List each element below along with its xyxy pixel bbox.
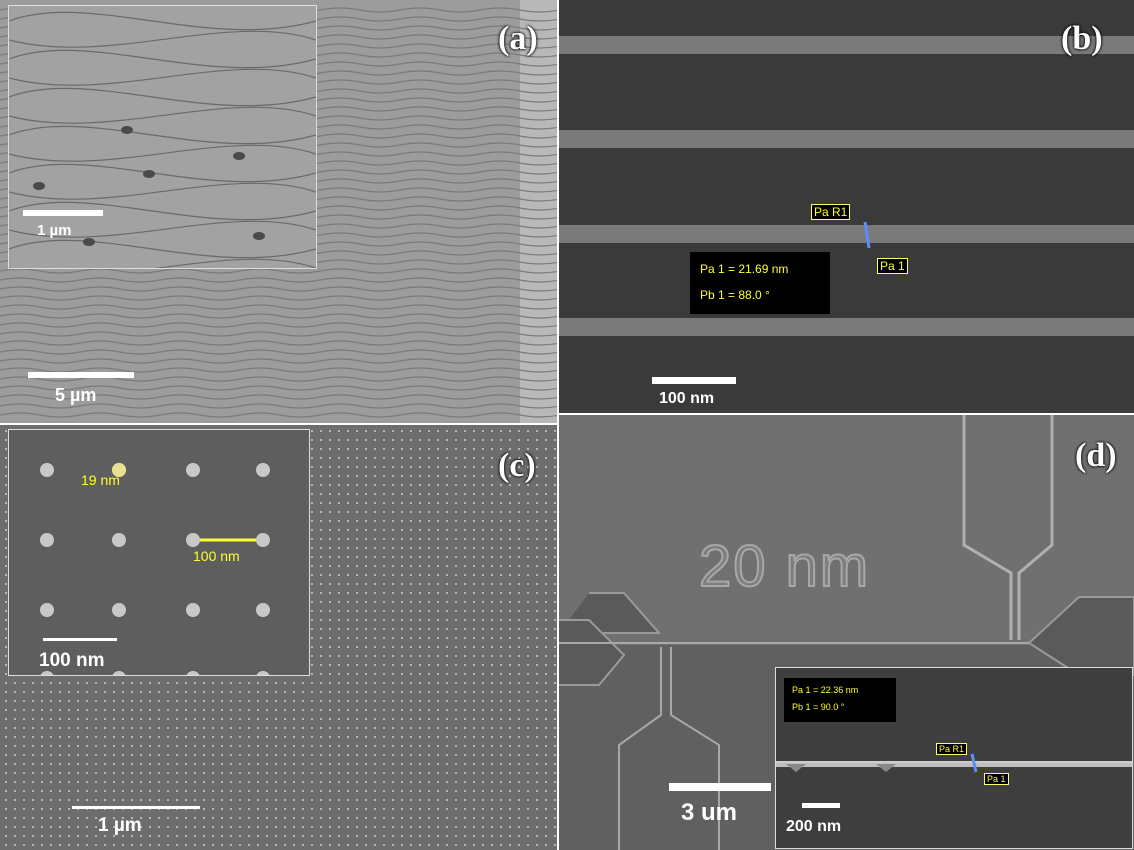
panel-c-dot-label: 19 nm (81, 472, 120, 488)
panel-d-inset: Pa 1 = 22.36 nm Pb 1 = 90.0 ° Pa R1 Pa 1… (775, 667, 1133, 849)
panel-d-label: (d) (1075, 437, 1117, 474)
panel-a-label: (a) (498, 20, 538, 57)
panel-b-cursor-label: Pa 1 (877, 258, 908, 274)
panel-b-label: (b) (1061, 20, 1103, 57)
panel-a-inset-scale-bar (23, 210, 103, 216)
panel-b: Pa R1 Pa 1 Pa 1 = 21.69 nm Pb 1 = 88.0 °… (559, 0, 1134, 413)
panel-c: 19 nm 100 nm 100 nm (c) 1 µm (0, 425, 557, 850)
panel-c-inset: 19 nm 100 nm 100 nm (8, 429, 310, 676)
panel-a-inset-scale-label: 1 µm (37, 222, 72, 239)
panel-b-scale-label: 100 nm (659, 390, 715, 407)
panel-d-measure-line2: Pb 1 = 90.0 ° (792, 702, 845, 712)
panel-a-scale-label: 5 µm (55, 385, 97, 405)
panel-d-inset-lines (776, 753, 1132, 773)
panel-a-scale-bar (28, 372, 134, 378)
panel-d-inset-scale-bar (802, 803, 840, 808)
panel-d-scale-label: 3 um (681, 799, 738, 826)
panel-b-cursor-r-label: Pa R1 (811, 204, 851, 220)
panel-c-inset-scale-label: 100 nm (39, 650, 105, 671)
panel-c-label: (c) (498, 447, 536, 484)
panel-d: 20 nm (d) 3 um Pa 1 = 22.36 nm Pb 1 = 90… (559, 415, 1134, 850)
panel-b-scale-bar (652, 377, 736, 384)
panel-d-inset-scale-label: 200 nm (786, 818, 842, 835)
panel-a: 1 µm (a) 5 µm (0, 0, 557, 423)
panel-b-measure-box: Pa 1 = 21.69 nm Pb 1 = 88.0 ° (690, 252, 830, 314)
panel-d-cursor-r-label: Pa R1 (936, 743, 968, 755)
panel-c-pitch-label: 100 nm (193, 548, 240, 564)
panel-a-inset-texture (9, 6, 316, 268)
panel-c-inset-scale-bar (43, 638, 117, 641)
panel-c-inset-dots (40, 463, 270, 675)
panel-b-measure-line1: Pa 1 = 21.69 nm (700, 262, 789, 276)
panel-d-cursor-label: Pa 1 (984, 773, 1009, 785)
panel-d-inset-measure-box: Pa 1 = 22.36 nm Pb 1 = 90.0 ° (784, 678, 896, 722)
panel-b-measure-line2: Pb 1 = 88.0 ° (700, 288, 770, 302)
panel-d-scale-bar (669, 783, 771, 791)
panel-c-scale-label: 1 µm (98, 815, 142, 836)
panel-d-measure-line1: Pa 1 = 22.36 nm (792, 685, 859, 695)
panel-c-scale-bar (72, 806, 200, 809)
panel-b-lines (559, 36, 1134, 336)
panel-a-inset: 1 µm (8, 5, 317, 269)
panel-d-pattern-text: 20 nm (698, 533, 871, 600)
